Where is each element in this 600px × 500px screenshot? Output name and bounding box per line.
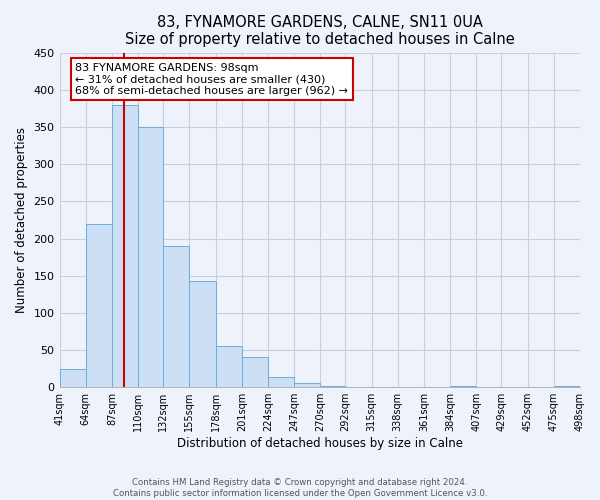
Bar [294,382,320,387]
Title: 83, FYNAMORE GARDENS, CALNE, SN11 0UA
Size of property relative to detached hous: 83, FYNAMORE GARDENS, CALNE, SN11 0UA Si… [125,15,515,48]
Bar [190,281,215,387]
Bar [86,224,112,387]
Bar [242,358,268,387]
Bar [268,377,294,387]
Bar [163,246,190,387]
Bar [138,127,163,387]
Bar [554,386,580,387]
X-axis label: Distribution of detached houses by size in Calne: Distribution of detached houses by size … [177,437,463,450]
Text: Contains HM Land Registry data © Crown copyright and database right 2024.
Contai: Contains HM Land Registry data © Crown c… [113,478,487,498]
Bar [112,105,138,387]
Bar [450,386,476,387]
Y-axis label: Number of detached properties: Number of detached properties [15,127,28,313]
Bar [59,368,86,387]
Bar [215,346,242,387]
Bar [320,386,346,387]
Text: 83 FYNAMORE GARDENS: 98sqm
← 31% of detached houses are smaller (430)
68% of sem: 83 FYNAMORE GARDENS: 98sqm ← 31% of deta… [75,63,348,96]
